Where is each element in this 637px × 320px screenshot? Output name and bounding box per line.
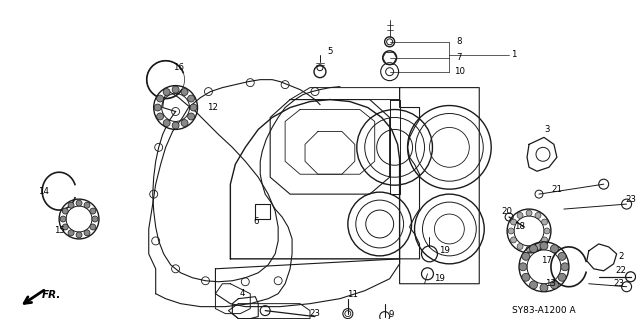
Text: 19: 19	[439, 246, 450, 255]
Circle shape	[550, 281, 559, 289]
Circle shape	[541, 219, 548, 225]
Text: 3: 3	[544, 125, 550, 134]
Circle shape	[68, 202, 74, 208]
Circle shape	[62, 224, 68, 230]
Circle shape	[522, 252, 530, 260]
Circle shape	[519, 263, 527, 271]
Circle shape	[163, 120, 170, 126]
Circle shape	[62, 208, 68, 214]
Circle shape	[163, 89, 170, 95]
Text: 1: 1	[512, 50, 517, 59]
Circle shape	[76, 232, 82, 238]
Circle shape	[517, 244, 523, 250]
Circle shape	[172, 86, 179, 93]
Circle shape	[188, 95, 195, 102]
Circle shape	[76, 200, 82, 206]
Text: 7: 7	[457, 53, 462, 62]
Circle shape	[68, 230, 74, 236]
Text: 11: 11	[347, 290, 359, 299]
Text: 12: 12	[207, 103, 218, 112]
Text: 13: 13	[545, 279, 557, 288]
Text: 8: 8	[457, 37, 462, 46]
Circle shape	[561, 263, 569, 271]
Text: 19: 19	[434, 274, 445, 283]
Circle shape	[535, 244, 541, 250]
Text: 4: 4	[240, 289, 245, 298]
Circle shape	[508, 228, 514, 234]
Circle shape	[544, 228, 550, 234]
Text: 23: 23	[310, 309, 320, 318]
Text: 6: 6	[254, 217, 259, 226]
Circle shape	[522, 273, 530, 281]
Circle shape	[541, 237, 548, 243]
Circle shape	[526, 210, 532, 216]
Text: 15: 15	[54, 227, 64, 236]
Circle shape	[157, 95, 164, 102]
Text: 21: 21	[552, 185, 562, 194]
Circle shape	[526, 246, 532, 252]
Text: 18: 18	[513, 222, 525, 231]
Circle shape	[90, 208, 96, 214]
Text: 20: 20	[501, 206, 513, 216]
Text: 17: 17	[541, 256, 552, 265]
Circle shape	[540, 284, 548, 292]
Circle shape	[190, 104, 197, 111]
Circle shape	[558, 273, 566, 281]
Circle shape	[529, 245, 538, 253]
Circle shape	[60, 216, 66, 222]
Circle shape	[517, 212, 523, 219]
Text: 23: 23	[613, 279, 624, 288]
Text: 16: 16	[173, 63, 184, 72]
Circle shape	[188, 113, 195, 120]
Circle shape	[84, 230, 90, 236]
Circle shape	[154, 104, 161, 111]
Text: 22: 22	[615, 266, 626, 275]
Circle shape	[181, 120, 188, 126]
Text: 23: 23	[625, 195, 636, 204]
Circle shape	[510, 219, 517, 225]
Text: 10: 10	[454, 67, 465, 76]
Text: 9: 9	[389, 310, 394, 319]
Circle shape	[550, 245, 559, 253]
Text: SY83-A1200 A: SY83-A1200 A	[512, 306, 576, 315]
Circle shape	[172, 122, 179, 129]
Text: FR.: FR.	[41, 290, 61, 300]
Circle shape	[529, 281, 538, 289]
Circle shape	[90, 224, 96, 230]
Circle shape	[510, 237, 517, 243]
Circle shape	[84, 202, 90, 208]
Text: 5: 5	[327, 47, 333, 56]
Text: 2: 2	[618, 252, 624, 261]
Text: 14: 14	[38, 187, 48, 196]
Circle shape	[558, 252, 566, 260]
Circle shape	[92, 216, 98, 222]
Circle shape	[540, 242, 548, 250]
Circle shape	[181, 89, 188, 95]
Circle shape	[535, 212, 541, 219]
Circle shape	[157, 113, 164, 120]
